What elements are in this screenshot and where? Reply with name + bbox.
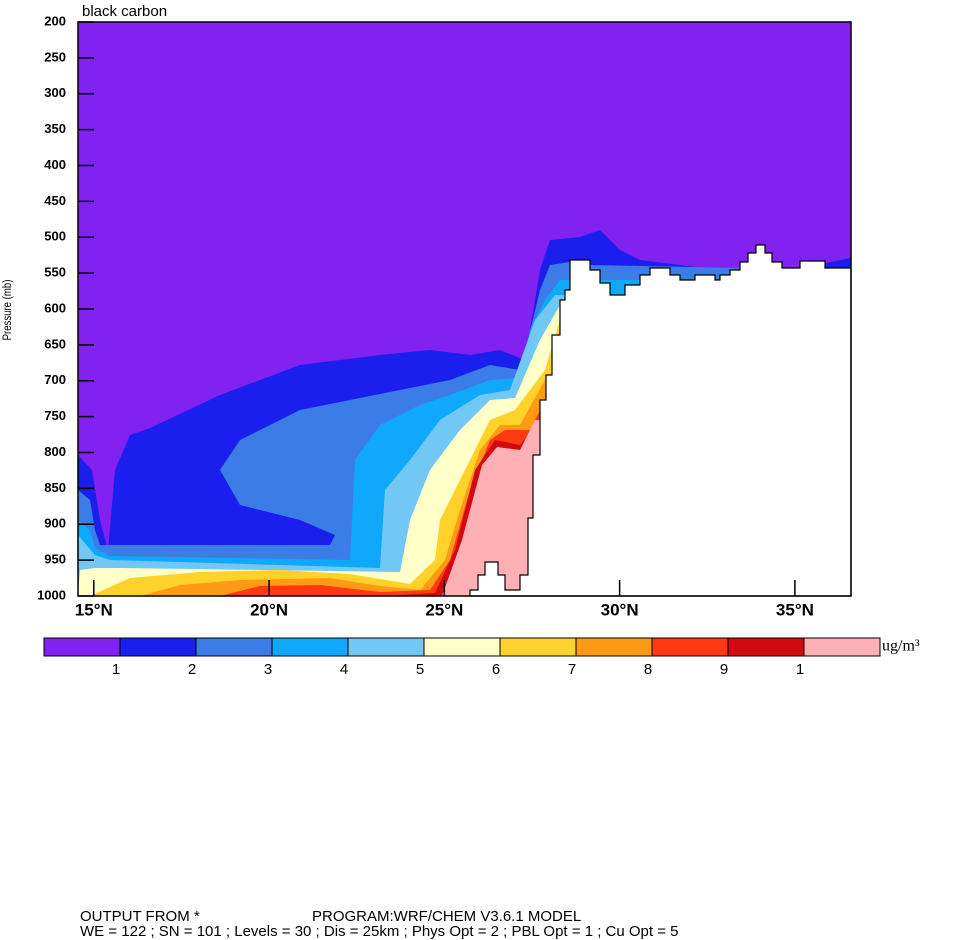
colorbar-box <box>119 637 197 657</box>
y-tick-label: 900 <box>44 516 66 531</box>
y-tick-label: 700 <box>44 372 66 387</box>
y-tick-label: 1000 <box>37 587 66 602</box>
y-tick-label: 200 <box>44 13 66 28</box>
y-tick-label: 750 <box>44 408 66 423</box>
y-axis-label: Pressure (mb) <box>1 280 14 341</box>
colorbar-label: 1 <box>112 661 120 678</box>
y-tick-label: 800 <box>44 444 66 459</box>
x-tick-label: 20°N <box>250 600 288 619</box>
x-tick-label: 35°N <box>776 600 814 619</box>
colorbar-box <box>651 637 729 657</box>
y-tick-label: 600 <box>44 300 66 315</box>
colorbar-label: 7 <box>568 661 576 678</box>
y-tick-label: 950 <box>44 552 66 567</box>
colorbar-box <box>195 637 273 657</box>
colorbar-label: 5 <box>416 661 424 678</box>
y-tick-label: 450 <box>44 193 66 208</box>
colorbar-box <box>575 637 653 657</box>
colorbar-box <box>347 637 425 657</box>
y-tick-label: 350 <box>44 121 66 136</box>
colorbar-label: 6 <box>492 661 500 678</box>
y-tick-label: 550 <box>44 265 66 280</box>
contour-fill <box>78 22 852 597</box>
y-tick-label: 300 <box>44 85 66 100</box>
colorbar-box <box>803 637 881 657</box>
x-tick-label: 15°N <box>75 600 113 619</box>
colorbar-units: ug/m³ <box>882 638 920 655</box>
colorbar-box <box>43 637 121 657</box>
footer-right: PROGRAM:WRF/CHEM V3.6.1 MODEL <box>312 908 581 925</box>
x-tick-label: 30°N <box>601 600 639 619</box>
colorbar-box <box>271 637 349 657</box>
y-tick-label: 250 <box>44 49 66 64</box>
colorbar-label: 9 <box>720 661 728 678</box>
terrain <box>469 244 852 597</box>
x-tick-label: 25°N <box>425 600 463 619</box>
colorbar-label: 2 <box>188 661 196 678</box>
colorbar-box <box>423 637 501 657</box>
y-tick-label: 650 <box>44 336 66 351</box>
colorbar-label: 8 <box>644 661 652 678</box>
y-tick-label: 400 <box>44 157 66 172</box>
chart-title: black carbon <box>82 3 167 20</box>
colorbar-label: 1 <box>796 661 804 678</box>
colorbar-label: 4 <box>340 661 348 678</box>
colorbar-label: 3 <box>264 661 272 678</box>
colorbar-box <box>499 637 577 657</box>
colorbar-box <box>727 637 805 657</box>
y-tick-label: 500 <box>44 229 66 244</box>
footer-line: WE = 122 ; SN = 101 ; Levels = 30 ; Dis … <box>80 923 679 940</box>
y-tick-label: 850 <box>44 480 66 495</box>
footer-left: OUTPUT FROM * <box>80 908 200 925</box>
